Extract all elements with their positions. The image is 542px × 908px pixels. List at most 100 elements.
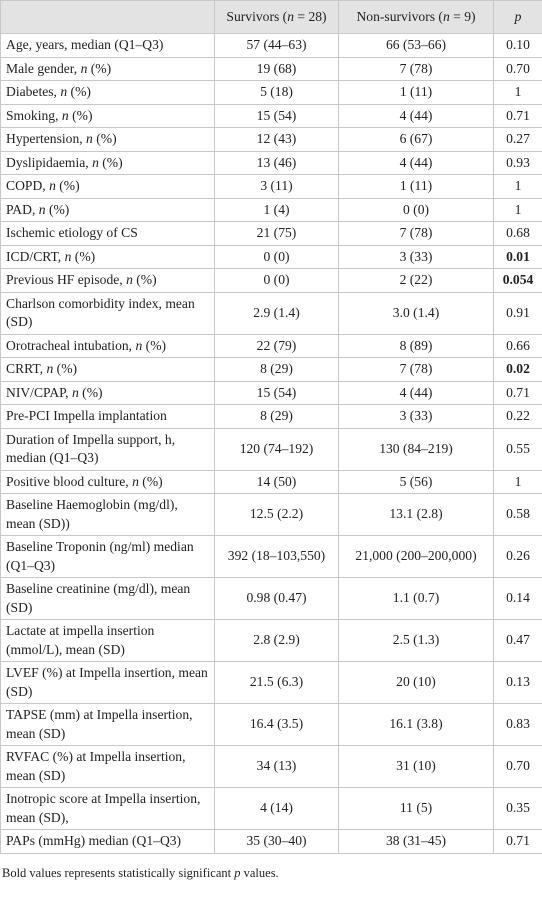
row-label: Ischemic etiology of CS — [0, 221, 215, 246]
p-value-cell: 0.35 — [493, 787, 542, 830]
p-value-cell: 0.47 — [493, 619, 542, 662]
header-cell: p — [493, 0, 542, 34]
table-row: Baseline creatinine (mg/dl), mean (SD) 0.… — [0, 577, 542, 620]
table-row: PAD, n (%) 1 (4) 0 (0) 1 — [0, 197, 542, 222]
row-label: Baseline Troponin (ng/ml) median (Q1–Q3) — [0, 535, 215, 578]
p-value-cell: 0.10 — [493, 33, 542, 58]
p-value-cell: 0.58 — [493, 493, 542, 536]
row-label: Pre-PCI Impella implantation — [0, 404, 215, 429]
non-survivors-cell: 66 (53–66) — [338, 33, 494, 58]
p-value-cell: 0.26 — [493, 535, 542, 578]
table-row: Lactate at impella insertion (mmol/L), m… — [0, 619, 542, 662]
non-survivors-cell: 4 (44) — [338, 103, 494, 128]
table-row: LVEF (%) at Impella insertion, mean (SD)… — [0, 661, 542, 704]
p-value-cell: 0.22 — [493, 404, 542, 429]
p-value-cell: 1 — [493, 174, 542, 199]
survivors-cell: 5 (18) — [214, 80, 339, 105]
non-survivors-cell: 1 (11) — [338, 80, 494, 105]
non-survivors-cell: 38 (31–45) — [338, 829, 494, 854]
table-row: Male gender, n (%) 19 (68) 7 (78) 0.70 — [0, 56, 542, 81]
table-row: CRRT, n (%) 8 (29) 7 (78) 0.02 — [0, 357, 542, 382]
p-value-cell: 0.91 — [493, 291, 542, 335]
row-label: Positive blood culture, n (%) — [0, 469, 215, 494]
p-value-cell: 0.93 — [493, 150, 542, 175]
p-value-cell: 0.68 — [493, 221, 542, 246]
row-label: Smoking, n (%) — [0, 103, 215, 128]
row-label: RVFAC (%) at Impella insertion, mean (SD… — [0, 745, 215, 788]
table-row: Smoking, n (%) 15 (54) 4 (44) 0.71 — [0, 103, 542, 128]
table-row: TAPSE (mm) at Impella insertion, mean (S… — [0, 703, 542, 746]
row-label: TAPSE (mm) at Impella insertion, mean (S… — [0, 703, 215, 746]
row-label: Orotracheal intubation, n (%) — [0, 333, 215, 358]
row-label: Lactate at impella insertion (mmol/L), m… — [0, 619, 215, 662]
row-label: LVEF (%) at Impella insertion, mean (SD) — [0, 661, 215, 704]
non-survivors-cell: 11 (5) — [338, 787, 494, 830]
survivors-cell: 8 (29) — [214, 357, 339, 382]
table-row: Positive blood culture, n (%) 14 (50) 5 (5… — [0, 469, 542, 494]
survivors-cell: 19 (68) — [214, 56, 339, 81]
non-survivors-cell: 3 (33) — [338, 244, 494, 269]
table-row: RVFAC (%) at Impella insertion, mean (SD… — [0, 745, 542, 788]
survivors-cell: 12.5 (2.2) — [214, 493, 339, 536]
table-row: Orotracheal intubation, n (%) 22 (79) 8 (8… — [0, 333, 542, 358]
survivors-cell: 15 (54) — [214, 103, 339, 128]
table-row: NIV/CPAP, n (%) 15 (54) 4 (44) 0.71 — [0, 380, 542, 405]
header-cell: Survivors (n = 28) — [214, 0, 339, 34]
row-label: Male gender, n (%) — [0, 56, 215, 81]
p-value-cell: 1 — [493, 80, 542, 105]
row-label: Previous HF episode, n (%) — [0, 268, 215, 293]
non-survivors-cell: 1.1 (0.7) — [338, 577, 494, 620]
p-value-cell: 0.71 — [493, 380, 542, 405]
survivors-cell: 8 (29) — [214, 404, 339, 429]
non-survivors-cell: 1 (11) — [338, 174, 494, 199]
p-value-cell: 1 — [493, 469, 542, 494]
survivors-cell: 14 (50) — [214, 469, 339, 494]
p-value-cell: 0.55 — [493, 427, 542, 471]
p-value-cell: 0.14 — [493, 577, 542, 620]
p-value-cell: 0.27 — [493, 127, 542, 152]
row-label: Duration of Impella support, h, median (… — [0, 427, 215, 471]
survivors-cell: 21.5 (6.3) — [214, 661, 339, 704]
survivors-cell: 16.4 (3.5) — [214, 703, 339, 746]
p-value-cell: 0.70 — [493, 745, 542, 788]
p-value-cell: 0.83 — [493, 703, 542, 746]
table-row: Inotropic score at Impella insertion, me… — [0, 787, 542, 830]
row-label: Hypertension, n (%) — [0, 127, 215, 152]
row-label: Baseline creatinine (mg/dl), mean (SD) — [0, 577, 215, 620]
row-label: NIV/CPAP, n (%) — [0, 380, 215, 405]
non-survivors-cell: 13.1 (2.8) — [338, 493, 494, 536]
table-row: PAPs (mmHg) median (Q1–Q3) 35 (30–40) 38 (… — [0, 829, 542, 854]
row-label: ICD/CRT, n (%) — [0, 244, 215, 269]
header-cell: Non-survivors (n = 9) — [338, 0, 494, 34]
row-label: PAPs (mmHg) median (Q1–Q3) — [0, 829, 215, 854]
p-value-cell: 1 — [493, 197, 542, 222]
survivors-cell: 3 (11) — [214, 174, 339, 199]
table-row: Baseline Haemoglobin (mg/dl), mean (SD))… — [0, 493, 542, 536]
table-row: Charlson comorbidity index, mean (SD) 2.9… — [0, 291, 542, 335]
table-row: ICD/CRT, n (%) 0 (0) 3 (33) 0.01 — [0, 244, 542, 269]
survivors-cell: 1 (4) — [214, 197, 339, 222]
survivors-cell: 22 (79) — [214, 333, 339, 358]
non-survivors-cell: 7 (78) — [338, 56, 494, 81]
row-label: Charlson comorbidity index, mean (SD) — [0, 291, 215, 335]
p-value-cell: 0.71 — [493, 103, 542, 128]
survivors-cell: 2.9 (1.4) — [214, 291, 339, 335]
survivors-cell: 4 (14) — [214, 787, 339, 830]
row-label: Dyslipidaemia, n (%) — [0, 150, 215, 175]
non-survivors-cell: 6 (67) — [338, 127, 494, 152]
non-survivors-cell: 0 (0) — [338, 197, 494, 222]
non-survivors-cell: 21,000 (200–200,000) — [338, 535, 494, 578]
survivors-cell: 21 (75) — [214, 221, 339, 246]
non-survivors-cell: 16.1 (3.8) — [338, 703, 494, 746]
table-row: Diabetes, n (%) 5 (18) 1 (11) 1 — [0, 80, 542, 105]
survivors-cell: 34 (13) — [214, 745, 339, 788]
table-row: Pre-PCI Impella implantation 8 (29) 3 (33)… — [0, 404, 542, 429]
table-row: Age, years, median (Q1–Q3) 57 (44–63) 66 (… — [0, 33, 542, 58]
header-cell — [0, 0, 215, 34]
p-value-cell: 0.66 — [493, 333, 542, 358]
data-table: Survivors (n = 28) Non-survivors (n = 9) p… — [0, 0, 542, 854]
p-value-cell: 0.70 — [493, 56, 542, 81]
p-value-cell: 0.02 — [493, 357, 542, 382]
row-label: COPD, n (%) — [0, 174, 215, 199]
